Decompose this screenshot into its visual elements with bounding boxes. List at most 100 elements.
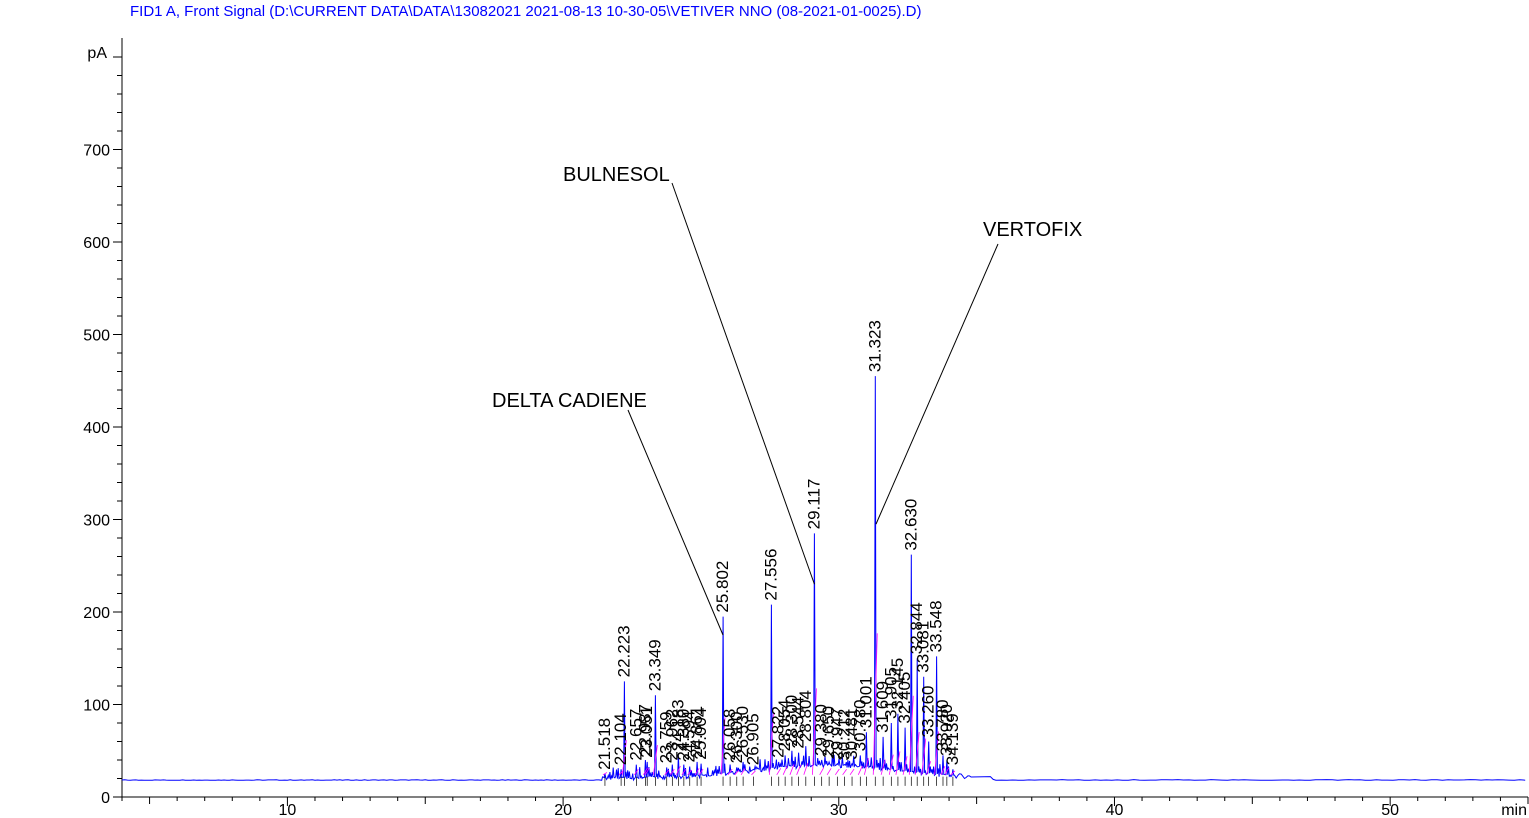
peak-rt-label: 23.962 [662,709,681,761]
peak-rt-label: 32.145 [888,658,907,710]
y-tick-label: 200 [83,605,110,622]
peak-rt-label: 27.822 [769,706,788,758]
peak-rt-label: 22.223 [614,625,633,677]
integration-baseline [644,768,650,776]
peak-rt-label: 24.594 [680,710,699,762]
integration-baseline [681,769,687,776]
integration-baseline [776,768,782,776]
peak-rt-label: 29.380 [812,704,831,756]
peak-rt-label: 23.349 [645,639,664,691]
integration-baseline [842,769,847,776]
peak-rt-label: 30.780 [850,699,869,751]
integration-baseline [782,765,788,775]
peak-rt-label: 27.556 [761,549,780,601]
annotations: DELTA CADIENE BULNESOL VERTOFIX [492,164,1082,636]
peak-rt-label: 30.481 [842,708,861,760]
integration-baseline [694,768,700,776]
integration-baseline [914,732,920,775]
integration-baseline [769,713,774,775]
y-tick-label: 600 [83,235,110,252]
y-axis-label: pA [87,45,107,62]
integration-baseline [944,767,950,775]
peak-rt-label: 26.905 [743,713,762,765]
integration-baseline [880,759,886,775]
x-tick-label: 10 [279,802,297,818]
integration-baseline [727,769,733,776]
peak-rt-label: 31.001 [856,676,875,728]
peak-rt-label: 31.609 [873,681,892,733]
y-tick-label: 300 [83,513,110,530]
chart-title: FID1 A, Front Signal (D:\CURRENT DATA\DA… [130,3,922,20]
peak-rt-label: 33.548 [927,600,946,652]
x-tick-label: 40 [1106,802,1124,818]
peak-rt-label: 28.804 [796,690,815,742]
integration-baseline [908,695,914,775]
integration-baseline [698,768,704,776]
peak-rt-label: 24.861 [687,706,706,758]
integration-baseline [803,762,809,775]
integration-baseline [796,764,802,775]
peak-rt-label: 23.759 [657,711,676,763]
integration-baseline [863,757,869,775]
peak-rt-label: 28.300 [782,695,801,747]
x-axis-label: min [1501,802,1527,818]
peak-rt-label: 33.081 [914,621,933,673]
integration-baseline [676,765,681,775]
integration-baseline [926,761,932,775]
integration-baseline [664,770,670,776]
integration-baseline [857,765,863,775]
integration-baseline [902,756,908,775]
peak-rt-label: 25.004 [691,708,710,760]
peak-rt-label: 29.650 [819,706,838,758]
peak-rt-label: 22.987 [635,704,654,756]
peak-rt-label: 32.630 [901,499,920,551]
annotation-leader-line [671,182,815,585]
y-tick-label: 0 [101,790,110,807]
integration-baseline [934,731,939,775]
integration-baseline [812,688,817,775]
integration-baseline [621,740,627,775]
peak-rt-label: 31.323 [865,320,884,372]
y-tick-label: 500 [83,328,110,345]
integration-baseline [634,769,639,776]
peak-rt-label: 24.183 [668,699,687,751]
annotation-label: DELTA CADIENE [492,390,647,412]
peak-rt-label: 33.920 [937,704,956,756]
peak-rt-label: 33.780 [933,699,952,751]
integration-baseline [670,769,675,776]
y-tick-label: 400 [83,420,110,437]
annotation-label: VERTOFIX [983,219,1082,241]
x-tick-label: 50 [1381,802,1399,818]
peak-rt-label: 21.518 [595,718,614,770]
x-tick-label: 20 [554,802,572,818]
integration-baseline [872,633,878,775]
peak-rt-label: 32.844 [907,602,926,654]
annotation-leader-line [627,409,724,636]
peak-rt-label: 29.947 [827,708,846,760]
integration-baseline [751,770,756,776]
peak-rt-label: 29.117 [804,479,823,530]
signal-trace [121,376,1526,786]
peak-rt-label: 26.530 [733,706,752,758]
peak-rt-label: 28.054 [775,699,794,751]
annotation-leader-line [875,243,999,525]
integration-baseline [819,767,825,775]
peak-rt-label: 26.058 [720,709,739,761]
integration-baseline [940,765,946,775]
peak-rt-label: 32.405 [895,672,914,724]
integration-baseline [826,768,832,776]
integration-baseline [950,770,956,776]
integration-baseline [734,770,740,776]
integration-baseline [602,772,608,776]
integration-baseline [740,768,746,776]
integration-baseline [834,768,840,776]
peak-rt-label: 22.657 [626,709,645,761]
peak-rt-label: 25.802 [713,561,732,613]
integration-baseline [789,764,795,775]
annotation-label: BULNESOL [563,164,670,186]
peak-rt-label: 24.380 [674,709,693,761]
y-tick-label: 700 [83,143,110,160]
integration-baseline [653,744,658,775]
